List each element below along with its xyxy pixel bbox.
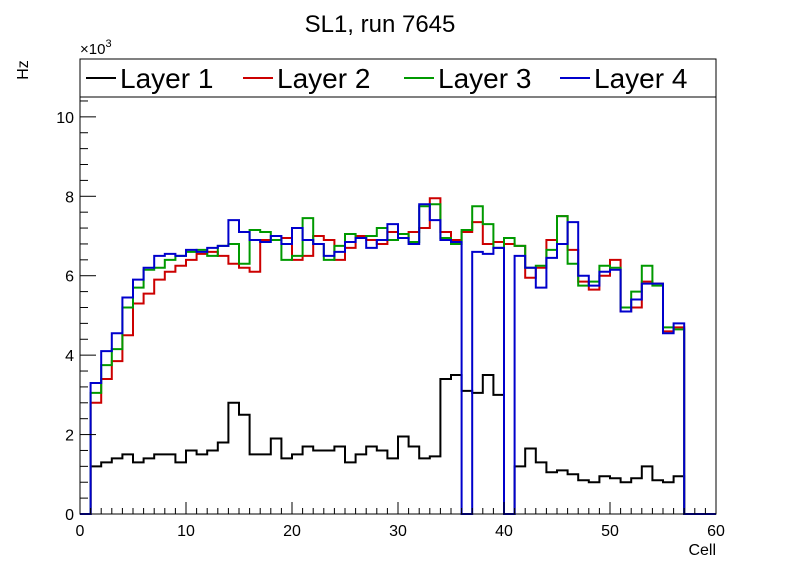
legend-label-2: Layer 2 xyxy=(277,63,370,94)
plot-area: 0 10 20 30 40 50 60 0 2 4 6 8 10 xyxy=(56,96,725,540)
x-tick-label: 40 xyxy=(495,523,513,540)
x-tick-label: 20 xyxy=(283,523,301,540)
x-axis-label: Cell xyxy=(688,542,716,559)
y-tick-label: 0 xyxy=(65,507,74,524)
legend-label-4: Layer 4 xyxy=(594,63,687,94)
y-tick-label: 6 xyxy=(65,269,74,286)
series-line-4 xyxy=(80,203,716,515)
series-line-3 xyxy=(80,203,716,515)
y-multiplier: ×103 xyxy=(80,38,112,58)
legend-label-1: Layer 1 xyxy=(120,63,213,94)
legend-box xyxy=(79,58,717,98)
chart-title: SL1, run 7645 xyxy=(305,11,456,38)
y-tick-label: 8 xyxy=(65,189,74,206)
y-tick-label: 10 xyxy=(56,110,74,127)
x-tick-label: 60 xyxy=(707,523,725,540)
y-tick-label: 4 xyxy=(65,348,74,365)
y-multiplier-base: ×10 xyxy=(80,41,105,58)
y-tick-label: 2 xyxy=(65,428,74,445)
x-tick-label: 0 xyxy=(76,523,85,540)
y-multiplier-exponent: 3 xyxy=(105,38,111,50)
x-tick-label: 50 xyxy=(601,523,619,540)
x-tick-label: 30 xyxy=(389,523,407,540)
series-line-2 xyxy=(80,197,716,515)
legend: Layer 1 Layer 2 Layer 3 Layer 4 xyxy=(79,58,717,98)
y-axis-label: Hz xyxy=(15,60,32,80)
legend-label-3: Layer 3 xyxy=(438,63,531,94)
series-line-1 xyxy=(80,374,716,515)
x-tick-label: 10 xyxy=(177,523,195,540)
